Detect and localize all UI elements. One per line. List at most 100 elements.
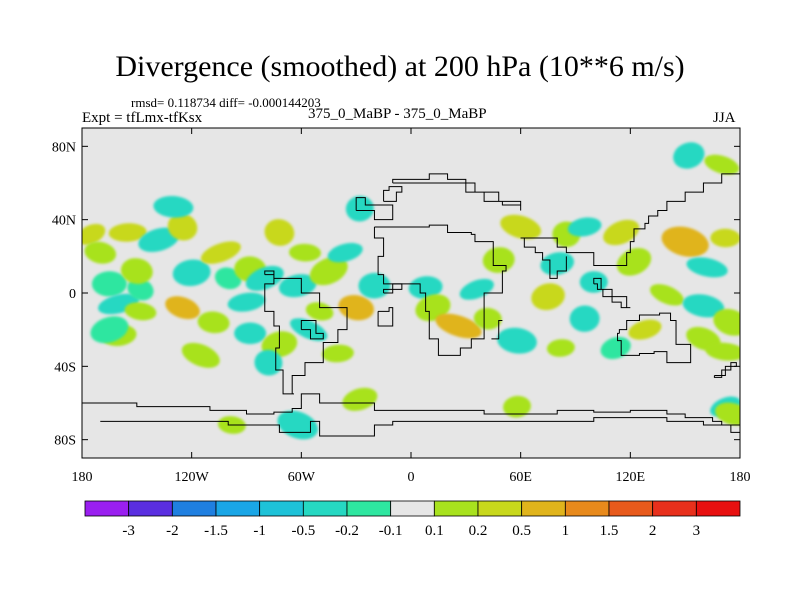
anomaly-blob bbox=[227, 292, 266, 312]
coastline bbox=[392, 173, 522, 211]
anomaly-blob bbox=[603, 219, 640, 246]
coastline bbox=[713, 362, 737, 378]
y-tick-label: 40S bbox=[54, 360, 76, 375]
anomaly-blob bbox=[124, 302, 157, 321]
coastline bbox=[520, 173, 740, 266]
colorbar-label: -1.5 bbox=[204, 523, 228, 539]
anomaly-blob bbox=[600, 336, 631, 360]
anomaly-blob bbox=[435, 313, 482, 339]
colorbar-label: -0.5 bbox=[291, 523, 315, 539]
colorbar-label: 0.2 bbox=[469, 523, 488, 539]
anomaly-blob bbox=[473, 307, 502, 330]
x-tick-label: 60W bbox=[288, 470, 316, 485]
colorbar-box bbox=[171, 500, 217, 517]
colorbar-box bbox=[215, 500, 261, 517]
coastline bbox=[82, 393, 740, 458]
axes: 180 120W 60W 0 60E 120E 180 80N 40N 0 40S 80S bbox=[52, 128, 751, 485]
colorbar-box bbox=[346, 500, 392, 517]
colorbar-box bbox=[302, 500, 348, 517]
anomaly-blob bbox=[214, 267, 242, 290]
chart-title: Divergence (smoothed) at 200 hPa (10**6 … bbox=[115, 50, 685, 83]
coastline bbox=[383, 283, 403, 294]
anomaly-blob bbox=[705, 342, 740, 361]
colorbar-box bbox=[84, 500, 130, 517]
colorbar-label: -0.2 bbox=[335, 523, 359, 539]
case-label: 375_0_MaBP - 375_0_MaBP bbox=[308, 106, 487, 122]
y-tick-label: 0 bbox=[69, 287, 76, 302]
colorbar-label: -2 bbox=[166, 523, 179, 539]
anomaly-blob bbox=[345, 195, 374, 222]
anomaly-blob bbox=[305, 302, 334, 321]
y-tick-label: 80S bbox=[54, 434, 76, 449]
colorbar-box bbox=[390, 500, 435, 517]
anomaly-blob bbox=[567, 217, 602, 237]
x-tick-label: 180 bbox=[72, 470, 93, 485]
season-label: JJA bbox=[713, 110, 736, 126]
anomaly-blob bbox=[288, 243, 321, 262]
colorbar-label: 3 bbox=[693, 523, 701, 539]
anomaly-blob bbox=[459, 278, 494, 300]
colorbar-box bbox=[259, 500, 304, 517]
anomaly-blob bbox=[569, 305, 600, 332]
y-tick-label: 80N bbox=[52, 140, 76, 155]
land-outlines bbox=[82, 173, 740, 458]
anomaly-blob bbox=[500, 214, 542, 240]
anomaly-blob bbox=[153, 195, 194, 218]
anomaly-blob bbox=[546, 339, 575, 357]
colorbar-label: -0.1 bbox=[379, 523, 403, 539]
anomaly-blob bbox=[715, 402, 740, 426]
anomaly-field bbox=[82, 142, 740, 440]
colorbar-label: 0.1 bbox=[425, 523, 444, 539]
anomaly-blob bbox=[628, 319, 662, 340]
x-tick-label: 120W bbox=[175, 470, 210, 485]
anomaly-blob bbox=[482, 247, 515, 273]
x-tick-label: 60E bbox=[509, 470, 532, 485]
anomaly-blob bbox=[127, 278, 154, 301]
anomaly-blob bbox=[167, 213, 198, 241]
coastline bbox=[100, 417, 740, 437]
anomaly-blob bbox=[673, 142, 705, 169]
colorbar-label: 1.5 bbox=[600, 523, 619, 539]
anomaly-blob bbox=[181, 342, 220, 368]
coastline bbox=[593, 277, 631, 309]
anomaly-blob bbox=[91, 271, 127, 297]
colorbar-box bbox=[695, 500, 741, 517]
x-tick-label: 0 bbox=[408, 470, 415, 485]
coastline bbox=[617, 312, 692, 364]
anomaly-blob bbox=[84, 241, 117, 264]
x-tick-label: 120E bbox=[616, 470, 646, 485]
colorbar-label: -3 bbox=[122, 523, 135, 539]
anomaly-blob bbox=[327, 242, 363, 263]
coastline bbox=[264, 270, 348, 395]
anomaly-blob bbox=[540, 252, 575, 276]
coastline bbox=[491, 320, 503, 340]
coastline bbox=[355, 197, 394, 221]
anomaly-blob bbox=[616, 247, 652, 276]
coastline bbox=[300, 320, 324, 340]
anomaly-blob bbox=[165, 296, 200, 320]
anomaly-blob bbox=[138, 227, 180, 253]
colorbar-box bbox=[128, 500, 173, 517]
colorbar-box bbox=[433, 500, 479, 517]
colorbar-label: -1 bbox=[253, 523, 266, 539]
anomaly-blob bbox=[172, 259, 211, 287]
anomaly-blob bbox=[200, 241, 241, 264]
colorbar-label: 2 bbox=[649, 523, 657, 539]
anomaly-blob bbox=[264, 219, 295, 246]
coastline bbox=[377, 307, 394, 327]
anomaly-blob bbox=[278, 274, 317, 298]
stats-line: rmsd= 0.118734 diff= -0.000144203 bbox=[131, 95, 321, 110]
colorbar-label: 0.5 bbox=[512, 523, 531, 539]
anomaly-blob bbox=[704, 154, 740, 175]
anomaly-blob bbox=[321, 344, 354, 363]
anomaly-blob bbox=[90, 316, 129, 344]
anomaly-blob bbox=[108, 223, 147, 242]
colorbar-label: 1 bbox=[562, 523, 570, 539]
anomaly-blob bbox=[682, 294, 725, 318]
anomaly-blob bbox=[234, 322, 267, 345]
coastline bbox=[383, 186, 403, 202]
coastline bbox=[373, 224, 507, 356]
colorbar-box bbox=[477, 500, 523, 517]
experiment-label: Expt = tfLmx-tfKsx bbox=[82, 110, 203, 126]
